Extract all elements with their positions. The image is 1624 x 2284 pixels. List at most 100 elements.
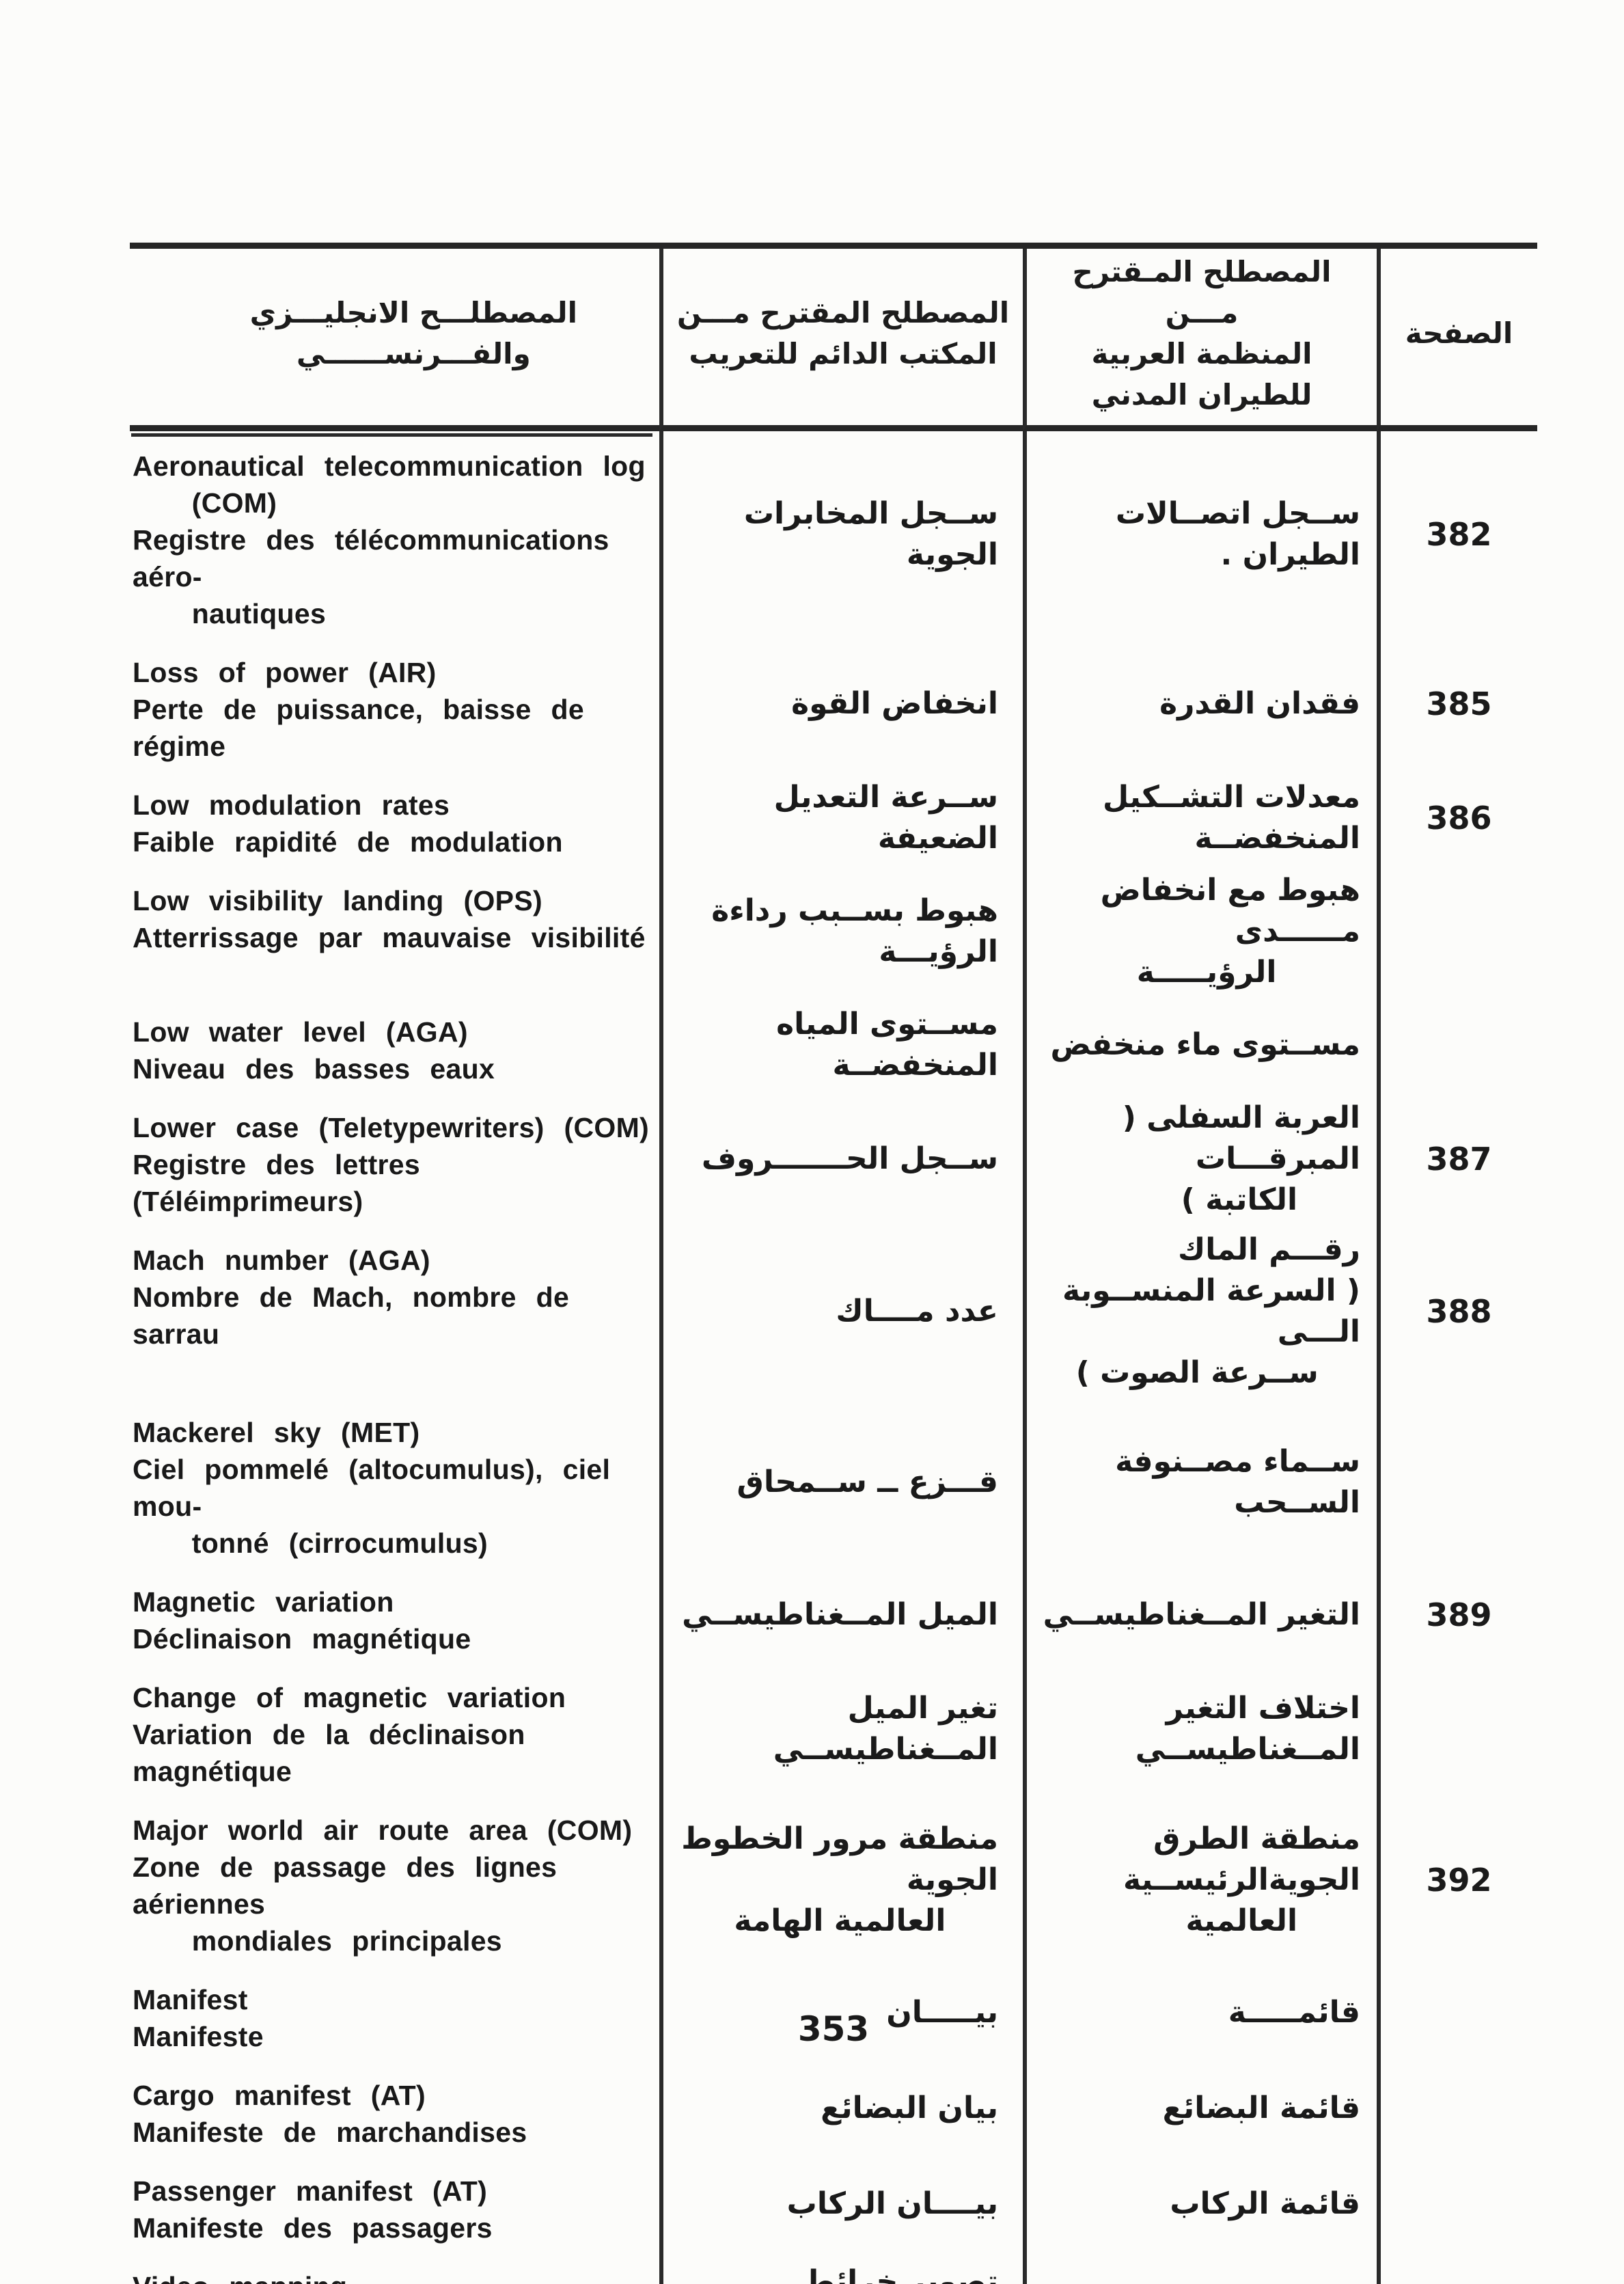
cell-bureau-term: عدد مــــاك — [659, 1225, 1023, 1398]
acao-term-text: اختلاف التغير المــغناطيســي — [1135, 1691, 1360, 1767]
cell-acao-term: هبوط مع انخفاض مــــــدى الرؤيـــــة — [1023, 866, 1377, 997]
acao-term-text: منطقة الطرق الجويةالرئيســية العالمية — [1123, 1821, 1360, 1938]
cell-acao-term: معدلات التشــكيل المنخفضــة — [1023, 770, 1377, 866]
cell-bureau-term: بيـــــان — [659, 1965, 1023, 2061]
cell-acao-term: ســجل اتصــالات الطيران . — [1023, 431, 1377, 638]
acao-term-text: العربة السفلى ( المبرقـــات الكاتبة ) — [1122, 1100, 1360, 1217]
column-header-acao-term-label: المصطلح المـقترح مـــن المنظمة العربية ل… — [1072, 255, 1332, 411]
cell-acao-term: تصــوير خرائط صورية — [1023, 2252, 1377, 2284]
cell-acao-term: ســماء مصــنوفة الســحب — [1023, 1398, 1377, 1567]
bureau-term-text: ســجل الحـــــــروف — [701, 1141, 998, 1176]
cell-bureau-term: تصوير خرائط تلفزونية — [659, 2252, 1023, 2284]
cell-english-french: Lower case (Teletypewriters) (COM) Regis… — [133, 1112, 649, 1217]
cell-page-number — [1377, 997, 1537, 1093]
cell-acao-term: قائمة الركاب — [1023, 2156, 1377, 2252]
cell-page-number — [1377, 2061, 1537, 2156]
acao-term-text: معدلات التشــكيل المنخفضــة — [1092, 780, 1360, 856]
bureau-term-text: قـــزع ــ ســمحاق — [737, 1465, 999, 1499]
cell-english-french: Cargo manifest (AT) Manifeste de marchan… — [133, 2080, 527, 2148]
cell-page-number: 395 — [1377, 2252, 1537, 2284]
acao-term-text: قائمة البضائع — [1162, 2091, 1360, 2125]
cell-bureau-term: بيــــان الركاب — [659, 2156, 1023, 2252]
page-number-footer: 353 — [797, 2009, 870, 2049]
cell-english-french: Low modulation rates Faible rapidité de … — [133, 789, 563, 858]
cell-english-french: Major world air route area (COM) Zone de… — [133, 1814, 633, 1957]
cell-bureau-term: تغير الميل المــغناطيســي — [659, 1663, 1023, 1795]
column-header-english-french-label: المصطلـــح الانجليـــزي والفـــرنســــــ… — [249, 296, 577, 370]
cell-page-number: 387 — [1377, 1093, 1537, 1225]
cell-bureau-term: انخفاض القوة — [659, 638, 1023, 770]
acao-term-text: هبوط مع انخفاض مــــــدى الرؤيـــــة — [1100, 873, 1360, 990]
cell-bureau-term: بيان البضائع — [659, 2061, 1023, 2156]
acao-term-text: ســجل اتصــالات الطيران . — [1105, 496, 1360, 572]
column-header-acao-term: المصطلح المـقترح مـــن المنظمة العربية ل… — [1023, 249, 1377, 431]
bureau-term-text: هبوط بســبب رداءة الرؤيـــة — [700, 893, 998, 969]
cell-english-french: Mackerel sky (MET) Ciel pommelé (altocum… — [133, 1417, 611, 1559]
acao-term-text: فقدان القدرة — [1159, 686, 1360, 721]
cell-page-number — [1377, 1398, 1537, 1567]
bureau-term-text: ســرعة التعديل الضعيفة — [763, 780, 998, 856]
cell-page-number — [1377, 2156, 1537, 2252]
cell-english-french: Mach number (AGA) Nombre de Mach, nombre… — [133, 1245, 570, 1350]
cell-english-french: Magnetic variation Déclinaison magnétiqu… — [133, 1586, 471, 1655]
bureau-term-text: عدد مــــاك — [836, 1294, 998, 1329]
cell-english-french: Loss of power (AIR) Perte de puissance, … — [133, 657, 584, 762]
column-header-english-french: المصطلـــح الانجليـــزي والفـــرنســــــ… — [130, 249, 659, 437]
acao-term-text: قائمـــــة — [1228, 1995, 1360, 2030]
cell-acao-term: العربة السفلى ( المبرقـــات الكاتبة ) — [1023, 1093, 1377, 1225]
cell-page-number — [1377, 866, 1537, 997]
column-header-page: الصفحة — [1377, 249, 1537, 431]
cell-english-french: Manifest Manifeste — [133, 1984, 264, 2052]
cell-acao-term: قائمة البضائع — [1023, 2061, 1377, 2156]
acao-term-text: رقـــم الماك ( السرعة المنســوبة الـــى … — [1062, 1232, 1360, 1390]
cell-acao-term: منطقة الطرق الجويةالرئيســية العالمية — [1023, 1795, 1377, 1965]
cell-english-french: Change of magnetic variation Variation d… — [133, 1682, 566, 1787]
cell-bureau-term: قـــزع ــ ســمحاق — [659, 1398, 1023, 1567]
cell-acao-term: التغير المــغناطيســي — [1023, 1567, 1377, 1663]
bureau-term-text: ســجل المخابرات الجوية — [733, 496, 998, 572]
cell-bureau-term: ســجل المخابرات الجوية — [659, 431, 1023, 638]
bureau-term-text: انخفاض القوة — [791, 686, 998, 721]
cell-english-french: Passenger manifest (AT) Manifeste des pa… — [133, 2175, 493, 2244]
cell-acao-term: اختلاف التغير المــغناطيســي — [1023, 1663, 1377, 1795]
acao-term-text: مســتوى ماء منخفض — [1050, 1027, 1360, 1062]
cell-english-french: Low visibility landing (OPS) Atterrissag… — [133, 885, 646, 953]
cell-bureau-term: ســرعة التعديل الضعيفة — [659, 770, 1023, 866]
cell-page-number: 382 — [1377, 431, 1537, 638]
cell-bureau-term: مســتوى المياه المنخفضــة — [659, 997, 1023, 1093]
bureau-term-text: تصوير خرائط تلفزونية — [803, 2263, 998, 2284]
acao-term-text: قائمة الركاب — [1170, 2186, 1360, 2221]
cell-english-french: Low water level (AGA) Niveau des basses … — [133, 1016, 495, 1085]
acao-term-text: تصــوير خرائط صورية — [1027, 2278, 1377, 2284]
cell-page-number: 386 — [1377, 770, 1537, 866]
terminology-table: المصطلـــح الانجليـــزي والفـــرنســــــ… — [130, 243, 1537, 2284]
acao-term-text: التغير المــغناطيســي — [1043, 1597, 1360, 1632]
column-header-bureau-term-label: المصطلح المقترح مـــن المكتب الدائم للتع… — [676, 296, 1010, 370]
bureau-term-text: بيــــان الركاب — [786, 2186, 998, 2221]
cell-english-french: Aeronautical telecommunication log (COM)… — [133, 450, 646, 629]
cell-acao-term: قائمـــــة — [1023, 1965, 1377, 2061]
bureau-term-text: بيـــــان — [886, 1995, 998, 2030]
cell-page-number: 385 — [1377, 638, 1537, 770]
cell-acao-term: فقدان القدرة — [1023, 638, 1377, 770]
bureau-term-text: تغير الميل المــغناطيســي — [773, 1691, 998, 1767]
bureau-term-text: بيان البضائع — [821, 2091, 998, 2125]
cell-page-number — [1377, 1663, 1537, 1795]
cell-bureau-term: الميل المــغناطيســي — [659, 1567, 1023, 1663]
bureau-term-text: مســتوى المياه المنخفضــة — [765, 1007, 998, 1083]
cell-english-french: Video mapping Surimpression vidéo — [130, 2252, 659, 2284]
bureau-term-text: منطقة مرور الخطوط الجوية العالمية الهامة — [681, 1821, 998, 1938]
column-header-page-label: الصفحة — [1405, 316, 1513, 350]
cell-page-number: 389 — [1377, 1567, 1537, 1663]
cell-bureau-term: ســجل الحـــــــروف — [659, 1093, 1023, 1225]
acao-term-text: ســماء مصــنوفة الســحب — [1104, 1444, 1360, 1520]
cell-page-number: 388 — [1377, 1225, 1537, 1398]
cell-page-number — [1377, 1965, 1537, 2061]
column-header-bureau-term: المصطلح المقترح مـــن المكتب الدائم للتع… — [659, 249, 1023, 431]
cell-acao-term: رقـــم الماك ( السرعة المنســوبة الـــى … — [1023, 1225, 1377, 1398]
cell-bureau-term: منطقة مرور الخطوط الجوية العالمية الهامة — [659, 1795, 1023, 1965]
cell-page-number: 392 — [1377, 1795, 1537, 1965]
cell-bureau-term: هبوط بســبب رداءة الرؤيـــة — [659, 866, 1023, 997]
cell-acao-term: مســتوى ماء منخفض — [1023, 997, 1377, 1093]
